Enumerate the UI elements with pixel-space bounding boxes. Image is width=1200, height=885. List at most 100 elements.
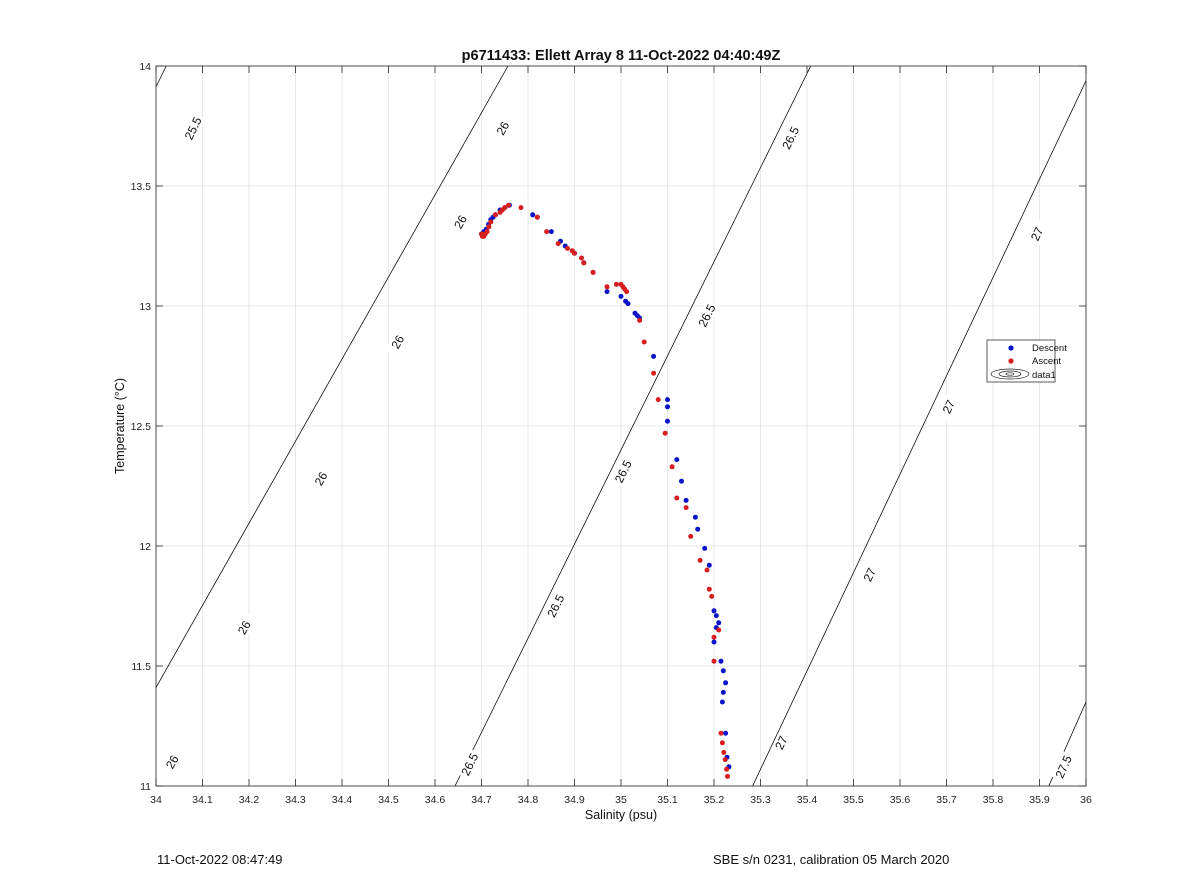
descent-point bbox=[625, 301, 631, 307]
x-tick-label: 34.7 bbox=[471, 794, 492, 806]
ascent-point bbox=[641, 339, 647, 345]
descent-point bbox=[665, 404, 670, 410]
x-tick-label: 34.4 bbox=[332, 794, 353, 806]
x-tick-label: 34.9 bbox=[564, 794, 585, 806]
ascent-point bbox=[502, 205, 508, 211]
descent-point bbox=[711, 608, 717, 614]
series-ascent bbox=[479, 202, 730, 779]
ascent-point bbox=[711, 634, 717, 640]
legend-data1-label: data1 bbox=[1032, 370, 1056, 381]
isopycnal-label-bg bbox=[231, 611, 258, 644]
isopycnal-label-bg bbox=[936, 391, 962, 423]
isopycnal-label: 27 bbox=[772, 733, 791, 751]
descent-point bbox=[665, 397, 670, 403]
descent-point bbox=[692, 514, 698, 520]
x-tick-label: 34.6 bbox=[425, 794, 446, 806]
ascent-point bbox=[486, 224, 492, 230]
isopycnal-label-bg bbox=[543, 590, 569, 622]
descent-point bbox=[720, 689, 726, 695]
isopycnal-label-bg bbox=[857, 559, 883, 591]
x-tick-label: 35.7 bbox=[936, 794, 957, 806]
ascent-point bbox=[697, 557, 703, 563]
ascent-point bbox=[721, 749, 727, 755]
x-tick-label: 35.3 bbox=[750, 794, 771, 806]
x-tick-label: 34.3 bbox=[285, 794, 306, 806]
ascent-point bbox=[590, 269, 596, 275]
ascent-point bbox=[579, 255, 584, 261]
ascent-point bbox=[581, 260, 587, 266]
ascent-point bbox=[725, 773, 730, 779]
x-tick-label: 35.2 bbox=[704, 794, 725, 806]
grid bbox=[155, 65, 1087, 787]
x-tick-label: 35.1 bbox=[657, 794, 678, 806]
x-tick-label: 34.8 bbox=[518, 794, 539, 806]
ascent-point bbox=[724, 766, 730, 772]
x-tick-label: 35.6 bbox=[890, 794, 911, 806]
legend-descent-marker bbox=[1008, 345, 1014, 351]
legend-descent-label: Descent bbox=[1032, 343, 1067, 354]
y-tick-label: 13.5 bbox=[131, 181, 152, 193]
ascent-point bbox=[711, 658, 717, 664]
ascent-point bbox=[572, 250, 577, 256]
descent-point bbox=[604, 289, 610, 295]
x-tick-label: 35.8 bbox=[983, 794, 1004, 806]
descent-point bbox=[679, 478, 684, 484]
isopycnal-label: 27 bbox=[1028, 225, 1047, 243]
descent-point bbox=[713, 613, 719, 619]
y-tick-label: 12.5 bbox=[131, 421, 152, 433]
ascent-point bbox=[716, 627, 722, 633]
descent-point bbox=[706, 562, 712, 568]
y-axis-label: Temperature (°C) bbox=[113, 378, 127, 474]
x-tick-label: 35.5 bbox=[843, 794, 864, 806]
ascent-point bbox=[688, 533, 694, 539]
isopycnal-label: 26 bbox=[494, 119, 513, 138]
descent-point bbox=[695, 526, 701, 532]
isopycnal-label-bg bbox=[769, 727, 794, 759]
x-tick-label: 35.9 bbox=[1029, 794, 1050, 806]
ascent-point bbox=[637, 317, 643, 323]
footer-timestamp: 11-Oct-2022 08:47:49 bbox=[157, 852, 283, 867]
ascent-point bbox=[704, 567, 710, 573]
isopycnal-label-bg bbox=[447, 206, 474, 238]
isopycnal-label: 26 bbox=[163, 752, 182, 771]
ascent-point bbox=[506, 202, 511, 208]
ascent-point bbox=[488, 219, 494, 225]
legend-box bbox=[986, 339, 1056, 383]
isopycnal-label: 26 bbox=[388, 332, 407, 351]
descent-point bbox=[548, 229, 554, 235]
chart-title: p6711433: Ellett Array 8 11-Oct-2022 04:… bbox=[462, 48, 781, 64]
x-axis-label: Salinity (psu) bbox=[585, 808, 657, 822]
isopycnal-label-bg bbox=[489, 112, 516, 145]
ascent-point bbox=[565, 245, 570, 251]
isopycnal-label-bg bbox=[1024, 218, 1050, 250]
ascent-point bbox=[651, 370, 657, 376]
isopycnal-label-bg bbox=[778, 122, 804, 154]
x-tick-label: 34.2 bbox=[239, 794, 260, 806]
descent-point bbox=[723, 680, 729, 686]
isopycnal-label: 26 bbox=[451, 212, 470, 231]
ascent-point bbox=[719, 740, 725, 746]
isopycnal-label-bg bbox=[694, 299, 720, 332]
ascent-point bbox=[718, 730, 724, 736]
axis-ticks: 34 34.1 34.2 34.3 34.4 34.5 34.6 34.7 34.8 34.9 35… bbox=[131, 61, 1092, 806]
descent-point bbox=[674, 457, 680, 463]
ascent-point bbox=[534, 214, 540, 220]
x-tick-label: 35.4 bbox=[797, 794, 818, 806]
legend[interactable]: Descent Ascent data1 bbox=[986, 339, 1067, 383]
isopycnal-label: 26 bbox=[312, 469, 331, 488]
ascent-point bbox=[669, 464, 675, 470]
isopycnal-label: 27 bbox=[940, 397, 959, 415]
isopycnal-26-5 bbox=[454, 66, 812, 786]
isopycnal-label-bg bbox=[610, 455, 636, 488]
isopycnal-label-bg bbox=[159, 746, 186, 778]
descent-point bbox=[683, 497, 689, 503]
descent-point bbox=[651, 353, 657, 359]
y-tick-label: 11 bbox=[140, 781, 151, 793]
isopycnal-label-bg bbox=[384, 326, 411, 358]
ascent-point bbox=[655, 397, 661, 403]
footer-instrument-info: SBE s/n 0231, calibration 05 March 2020 bbox=[713, 852, 950, 867]
data-points bbox=[479, 202, 732, 779]
isopycnal-26 bbox=[156, 66, 509, 689]
ascent-point bbox=[484, 229, 490, 235]
descent-point bbox=[720, 668, 726, 674]
